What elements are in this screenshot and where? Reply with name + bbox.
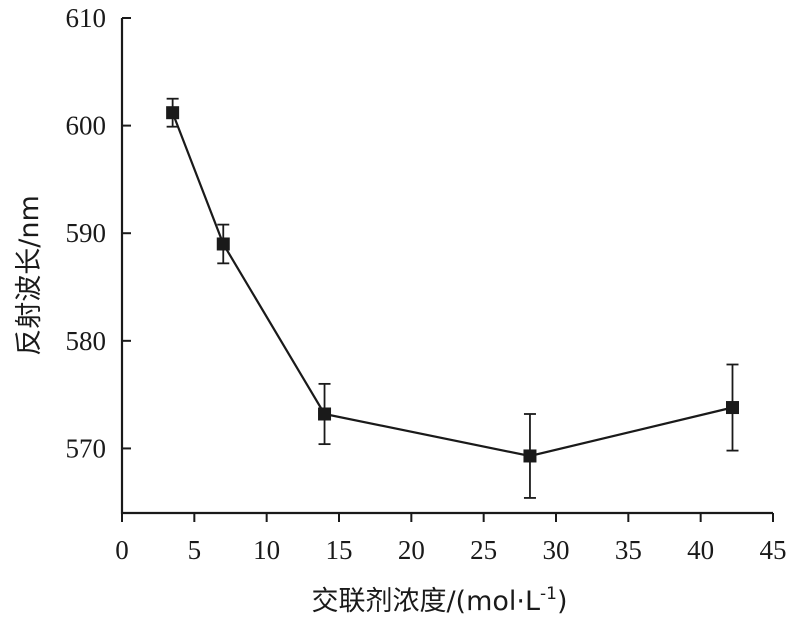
series-line bbox=[171, 112, 733, 458]
axes bbox=[120, 18, 773, 515]
x-axis-title-main: 交联剂浓度/(mol·L bbox=[311, 586, 540, 617]
x-axis-title: 交联剂浓度/(mol·L-1) bbox=[311, 584, 567, 617]
x-tick-label: 40 bbox=[687, 535, 714, 565]
data-point bbox=[216, 237, 230, 251]
x-tick-label: 30 bbox=[543, 535, 570, 565]
data-point bbox=[725, 401, 739, 415]
y-tick-label: 600 bbox=[66, 111, 107, 141]
x-tick-label: 45 bbox=[760, 535, 787, 565]
x-tick-label: 0 bbox=[115, 535, 129, 565]
y-tick-label: 610 bbox=[66, 3, 107, 33]
y-axis-title: 反射波长/nm bbox=[14, 195, 45, 356]
y-ticks: 570 580 590 600 610 bbox=[66, 3, 131, 463]
y-tick-label: 570 bbox=[66, 433, 107, 463]
x-tick-label: 15 bbox=[326, 535, 353, 565]
x-axis-title-close: ) bbox=[557, 586, 568, 617]
x-tick-label: 25 bbox=[470, 535, 497, 565]
x-tick-label: 5 bbox=[188, 535, 202, 565]
y-tick-label: 590 bbox=[66, 218, 107, 248]
data-point bbox=[166, 106, 180, 120]
x-tick-label: 20 bbox=[398, 535, 425, 565]
x-tick-label: 10 bbox=[253, 535, 280, 565]
x-ticks: 0 5 10 15 20 25 30 35 40 45 bbox=[115, 513, 787, 565]
data-point bbox=[318, 407, 332, 421]
data-point bbox=[523, 449, 537, 463]
y-tick-label: 580 bbox=[66, 326, 107, 356]
data-series bbox=[166, 97, 739, 499]
x-tick-label: 35 bbox=[615, 535, 642, 565]
x-axis-title-superscript: -1 bbox=[540, 584, 557, 604]
